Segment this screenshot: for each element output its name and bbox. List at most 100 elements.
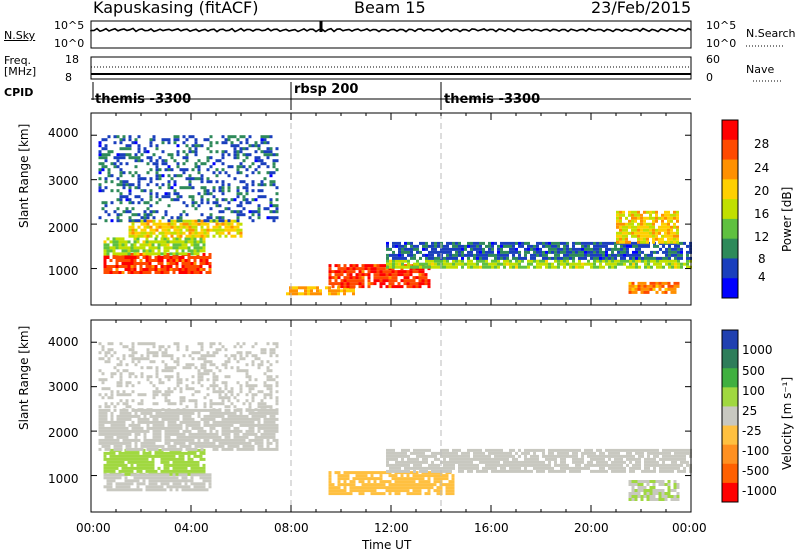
power-cell xyxy=(304,292,307,296)
velocity-cell xyxy=(269,411,273,415)
power-cell xyxy=(566,247,569,251)
power-cell xyxy=(674,256,677,260)
velocity-cell xyxy=(608,451,611,455)
power-cell xyxy=(632,244,635,248)
velocity-cell xyxy=(272,420,276,424)
power-cell xyxy=(182,231,186,235)
velocity-cell xyxy=(236,420,240,424)
velocity-cell xyxy=(596,454,599,458)
velocity-cell xyxy=(629,466,632,470)
velocity-cell xyxy=(614,466,617,470)
velocity-cell xyxy=(127,460,131,464)
power-cell xyxy=(112,265,116,268)
power-cell xyxy=(194,147,198,151)
velocity-cell xyxy=(142,476,146,480)
velocity-cell xyxy=(131,372,135,376)
power-cell xyxy=(148,271,152,274)
velocity-cell xyxy=(209,408,213,412)
velocity-cell xyxy=(194,426,198,430)
xtick-2000: 20:00 xyxy=(574,521,609,535)
power-cell xyxy=(155,147,159,151)
velocity-cell xyxy=(509,460,512,464)
power-cell xyxy=(170,216,174,220)
power-cell xyxy=(163,271,167,274)
velocity-cell xyxy=(451,492,455,496)
power-cell xyxy=(202,262,206,265)
velocity-cell xyxy=(470,460,473,464)
velocity-cell xyxy=(157,485,161,489)
velocity-cell xyxy=(163,482,167,486)
power-cell xyxy=(169,265,173,268)
power-cell xyxy=(151,246,155,250)
power-cell xyxy=(416,259,419,263)
power-cell xyxy=(176,234,180,238)
power-cell xyxy=(665,259,668,263)
power-cell xyxy=(403,273,407,277)
power-cell xyxy=(215,219,219,223)
velocity-cell xyxy=(118,473,122,477)
power-cell xyxy=(121,240,125,244)
power-cell xyxy=(646,225,649,229)
velocity-cell xyxy=(143,441,147,445)
velocity-cell xyxy=(152,426,156,430)
power-cell xyxy=(575,247,578,251)
power-cell xyxy=(533,259,536,263)
velocity-cell xyxy=(178,469,182,473)
power-cell xyxy=(434,250,437,254)
power-cell xyxy=(422,253,425,257)
power-cell xyxy=(146,207,150,211)
power-cell xyxy=(125,162,129,166)
power-cell xyxy=(158,177,162,181)
velocity-cell xyxy=(200,384,204,388)
velocity-cell xyxy=(110,372,114,376)
power-cell xyxy=(166,253,170,256)
velocity-cell xyxy=(154,488,158,492)
power-cell xyxy=(148,246,152,250)
velocity-cell xyxy=(137,414,141,418)
velocity-cell xyxy=(116,417,120,421)
power-cell xyxy=(133,237,137,241)
power-cell xyxy=(187,253,191,256)
velocity-cell xyxy=(242,432,246,436)
power-cell xyxy=(521,259,524,263)
velocity-cell xyxy=(590,460,593,464)
power-cell xyxy=(386,241,389,245)
power-cell xyxy=(178,240,182,244)
velocity-cell xyxy=(109,463,113,467)
power-cell xyxy=(187,249,191,253)
velocity-cell xyxy=(542,463,545,467)
velocity-cell xyxy=(185,366,189,370)
power-cell xyxy=(272,165,276,169)
velocity-cell xyxy=(182,420,186,424)
velocity-cell xyxy=(176,378,180,382)
velocity-cell xyxy=(134,411,138,415)
power-cell xyxy=(170,219,174,223)
velocity-cell xyxy=(419,451,422,455)
velocity-cell xyxy=(145,469,149,473)
velocity-cell xyxy=(155,351,159,355)
velocity-cell xyxy=(203,360,207,364)
velocity-cell xyxy=(157,454,161,458)
velocity-cell xyxy=(208,476,212,480)
velocity-cell xyxy=(340,489,344,493)
velocity-cell xyxy=(337,486,341,490)
velocity-cell xyxy=(260,363,264,367)
power-cell xyxy=(622,228,625,232)
power-cell xyxy=(566,253,569,257)
power-cell xyxy=(509,250,512,254)
power-cell xyxy=(143,201,147,205)
power-cell xyxy=(419,256,422,260)
power-cell xyxy=(163,240,167,244)
velocity-cell xyxy=(376,483,380,487)
velocity-cell xyxy=(638,460,641,464)
velocity-cell xyxy=(152,438,156,442)
velocity-cell xyxy=(497,454,500,458)
power-cell xyxy=(134,219,138,223)
power-cell xyxy=(385,273,389,277)
velocity-cell xyxy=(173,423,177,427)
power-cell xyxy=(652,240,655,244)
velocity-cell xyxy=(188,408,192,412)
velocity-cell xyxy=(382,483,386,487)
velocity-cell xyxy=(260,360,264,364)
power-cell xyxy=(173,228,177,232)
